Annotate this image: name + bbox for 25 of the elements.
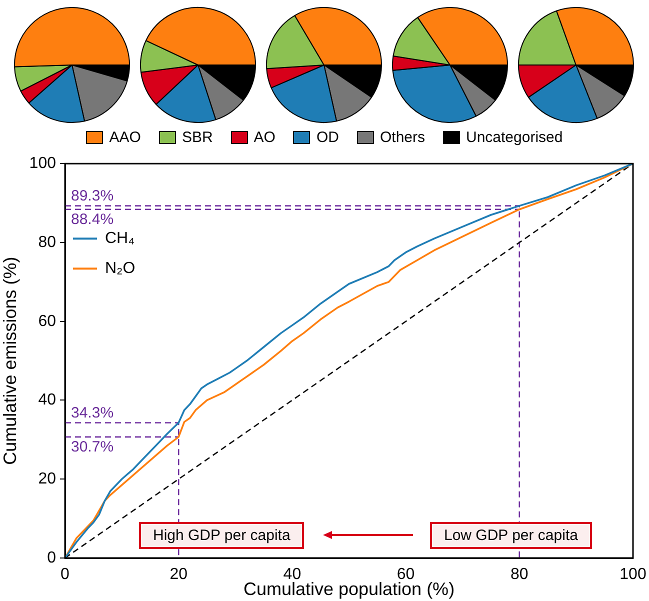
x-tick-label: 20 bbox=[170, 566, 188, 584]
legend-label: CH₄ bbox=[105, 230, 135, 248]
y-tick-label: 20 bbox=[38, 470, 56, 488]
y-tick-label: 60 bbox=[38, 312, 56, 330]
y-tick-label: 100 bbox=[29, 155, 56, 172]
y-axis-title: Cumulative emissions (%) bbox=[0, 256, 20, 465]
legend-label: AO bbox=[254, 129, 276, 146]
legend-label: AAO bbox=[109, 129, 141, 146]
x-tick-label: 0 bbox=[60, 566, 70, 584]
legend-label: SBR bbox=[182, 129, 213, 146]
legend-label: OD bbox=[316, 129, 339, 146]
annotation: 89.3% bbox=[71, 187, 114, 204]
y-tick-label: 80 bbox=[38, 234, 56, 251]
annotation: 30.7% bbox=[71, 438, 114, 456]
annotation: High GDP per capita bbox=[139, 522, 304, 549]
annotation: Low GDP per capita bbox=[430, 522, 592, 549]
x-tick-label: 100 bbox=[620, 566, 646, 584]
annotation: 88.4% bbox=[71, 210, 114, 228]
x-tick-label: 80 bbox=[510, 566, 528, 584]
legend-label: N₂O bbox=[105, 260, 136, 278]
annotation: 34.3% bbox=[71, 404, 114, 422]
y-tick-label: 40 bbox=[38, 392, 56, 409]
legend-label: Uncategorised bbox=[466, 129, 563, 146]
legend-label: Others bbox=[380, 129, 425, 146]
y-tick-label: 0 bbox=[47, 549, 56, 566]
